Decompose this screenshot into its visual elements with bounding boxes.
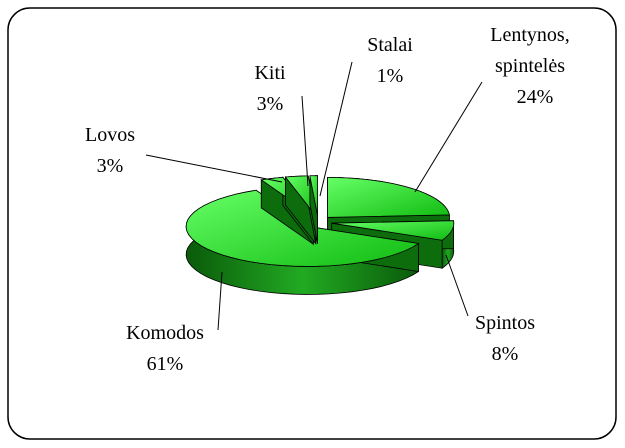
- category-name: Komodos: [126, 322, 204, 344]
- leader-line: [145, 154, 283, 183]
- percent-label: 8%: [491, 343, 519, 365]
- leader-line: [414, 81, 483, 193]
- slice-top: [331, 220, 455, 241]
- leader-line: [319, 61, 353, 197]
- category-name: Spintos: [474, 312, 536, 334]
- slice: [309, 175, 318, 244]
- leader-line: [301, 95, 309, 187]
- slice-top: [309, 175, 318, 216]
- category-name: Kiti: [254, 62, 286, 84]
- category-name: Lentynos, spintelės: [490, 24, 570, 77]
- leaders: [145, 61, 483, 331]
- slice-label: Komodos 61%: [110, 318, 220, 380]
- percent-label: 3%: [96, 155, 124, 177]
- percent-label: 24%: [516, 86, 554, 108]
- leader-line: [217, 271, 223, 331]
- pie: [185, 175, 455, 295]
- slice-label: Lovos 3%: [55, 120, 165, 182]
- slice-label: Stalai 1%: [335, 30, 445, 92]
- category-name: Stalai: [367, 34, 413, 56]
- percent-label: 61%: [146, 353, 184, 375]
- slice-label: Spintos 8%: [450, 308, 560, 370]
- percent-label: 1%: [376, 65, 404, 87]
- slice-top: [327, 177, 450, 218]
- slice-label: Kiti 3%: [215, 58, 325, 120]
- leader-line: [445, 254, 469, 317]
- percent-label: 3%: [256, 93, 284, 115]
- category-name: Lovos: [85, 124, 135, 146]
- slice-label: Lentynos, spintelės 24%: [480, 20, 590, 113]
